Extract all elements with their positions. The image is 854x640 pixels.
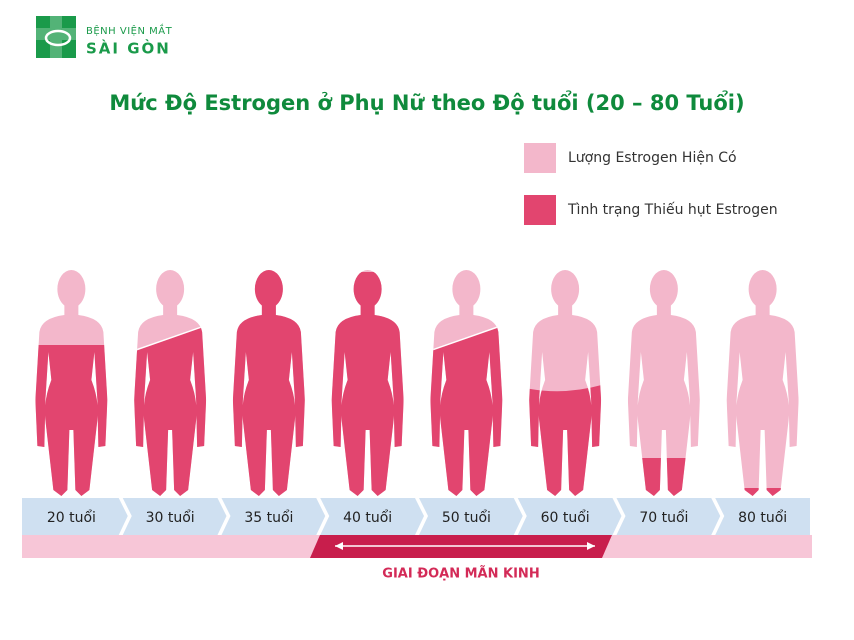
age-chevron bbox=[419, 498, 523, 535]
figure-body bbox=[430, 270, 503, 496]
figure-body bbox=[627, 270, 700, 496]
age-label: 20 tuổi bbox=[47, 509, 96, 526]
estrogen-present bbox=[529, 270, 602, 496]
estrogen-deficit bbox=[35, 345, 108, 496]
estrogen-deficit bbox=[529, 384, 602, 496]
age-chevron bbox=[122, 498, 227, 535]
figure-body bbox=[232, 270, 305, 496]
figure bbox=[430, 270, 503, 496]
age-chevron bbox=[320, 498, 424, 535]
legend-label: Tình trạng Thiếu hụt Estrogen bbox=[567, 201, 778, 218]
age-chevron bbox=[22, 498, 128, 535]
age-label: 30 tuổi bbox=[146, 509, 195, 526]
estrogen-present bbox=[726, 270, 799, 496]
figure bbox=[232, 270, 305, 496]
age-label: 50 tuổi bbox=[442, 509, 491, 526]
figure bbox=[726, 270, 799, 496]
age-label: 35 tuổi bbox=[244, 509, 293, 526]
age-label: 80 tuổi bbox=[738, 509, 787, 526]
figure-body bbox=[35, 270, 108, 496]
logo-top: BỆNH VIỆN MẮT bbox=[86, 23, 173, 37]
logo-name: SÀI GÒN bbox=[86, 39, 171, 58]
figure-body bbox=[529, 270, 602, 496]
logo: BỆNH VIỆN MẮT SÀI GÒN bbox=[36, 16, 173, 58]
deficit-edge bbox=[430, 323, 503, 353]
age-chevron bbox=[616, 498, 721, 535]
figure bbox=[627, 270, 700, 496]
figure-body bbox=[331, 270, 404, 496]
age-label: 40 tuổi bbox=[343, 509, 392, 526]
legend-swatch bbox=[524, 143, 556, 173]
figure bbox=[134, 270, 207, 496]
age-label: 60 tuổi bbox=[541, 509, 590, 526]
figure-body bbox=[134, 270, 207, 496]
estrogen-deficit bbox=[232, 270, 305, 496]
estrogen-deficit bbox=[331, 272, 404, 496]
estrogen-present bbox=[627, 270, 700, 496]
estrogen-deficit bbox=[627, 458, 700, 496]
title: Mức Độ Estrogen ở Phụ Nữ theo Độ tuổi (2… bbox=[109, 90, 744, 115]
figure bbox=[35, 270, 108, 496]
age-chevron bbox=[715, 498, 810, 535]
phase-label: GIAI ĐOẠN MÃN KINH bbox=[382, 566, 539, 582]
age-chevron bbox=[221, 498, 326, 535]
deficit-edge bbox=[134, 323, 207, 353]
legend-swatch bbox=[524, 195, 556, 225]
timeline: GIAI ĐOẠN MÃN KINH 20 tuổi 30 tuổi 35 tuổi 4… bbox=[22, 498, 812, 582]
estrogen-deficit bbox=[134, 324, 207, 496]
figure bbox=[331, 270, 404, 496]
estrogen-deficit bbox=[430, 324, 503, 496]
age-chevron bbox=[517, 498, 622, 535]
legend-label: Lượng Estrogen Hiện Có bbox=[568, 150, 737, 166]
legend: Lượng Estrogen Hiện Có Tình trạng Thiếu h… bbox=[524, 143, 778, 225]
figure bbox=[529, 270, 602, 496]
age-label: 70 tuổi bbox=[639, 509, 688, 526]
figures bbox=[35, 270, 799, 496]
figure-body bbox=[726, 270, 799, 496]
